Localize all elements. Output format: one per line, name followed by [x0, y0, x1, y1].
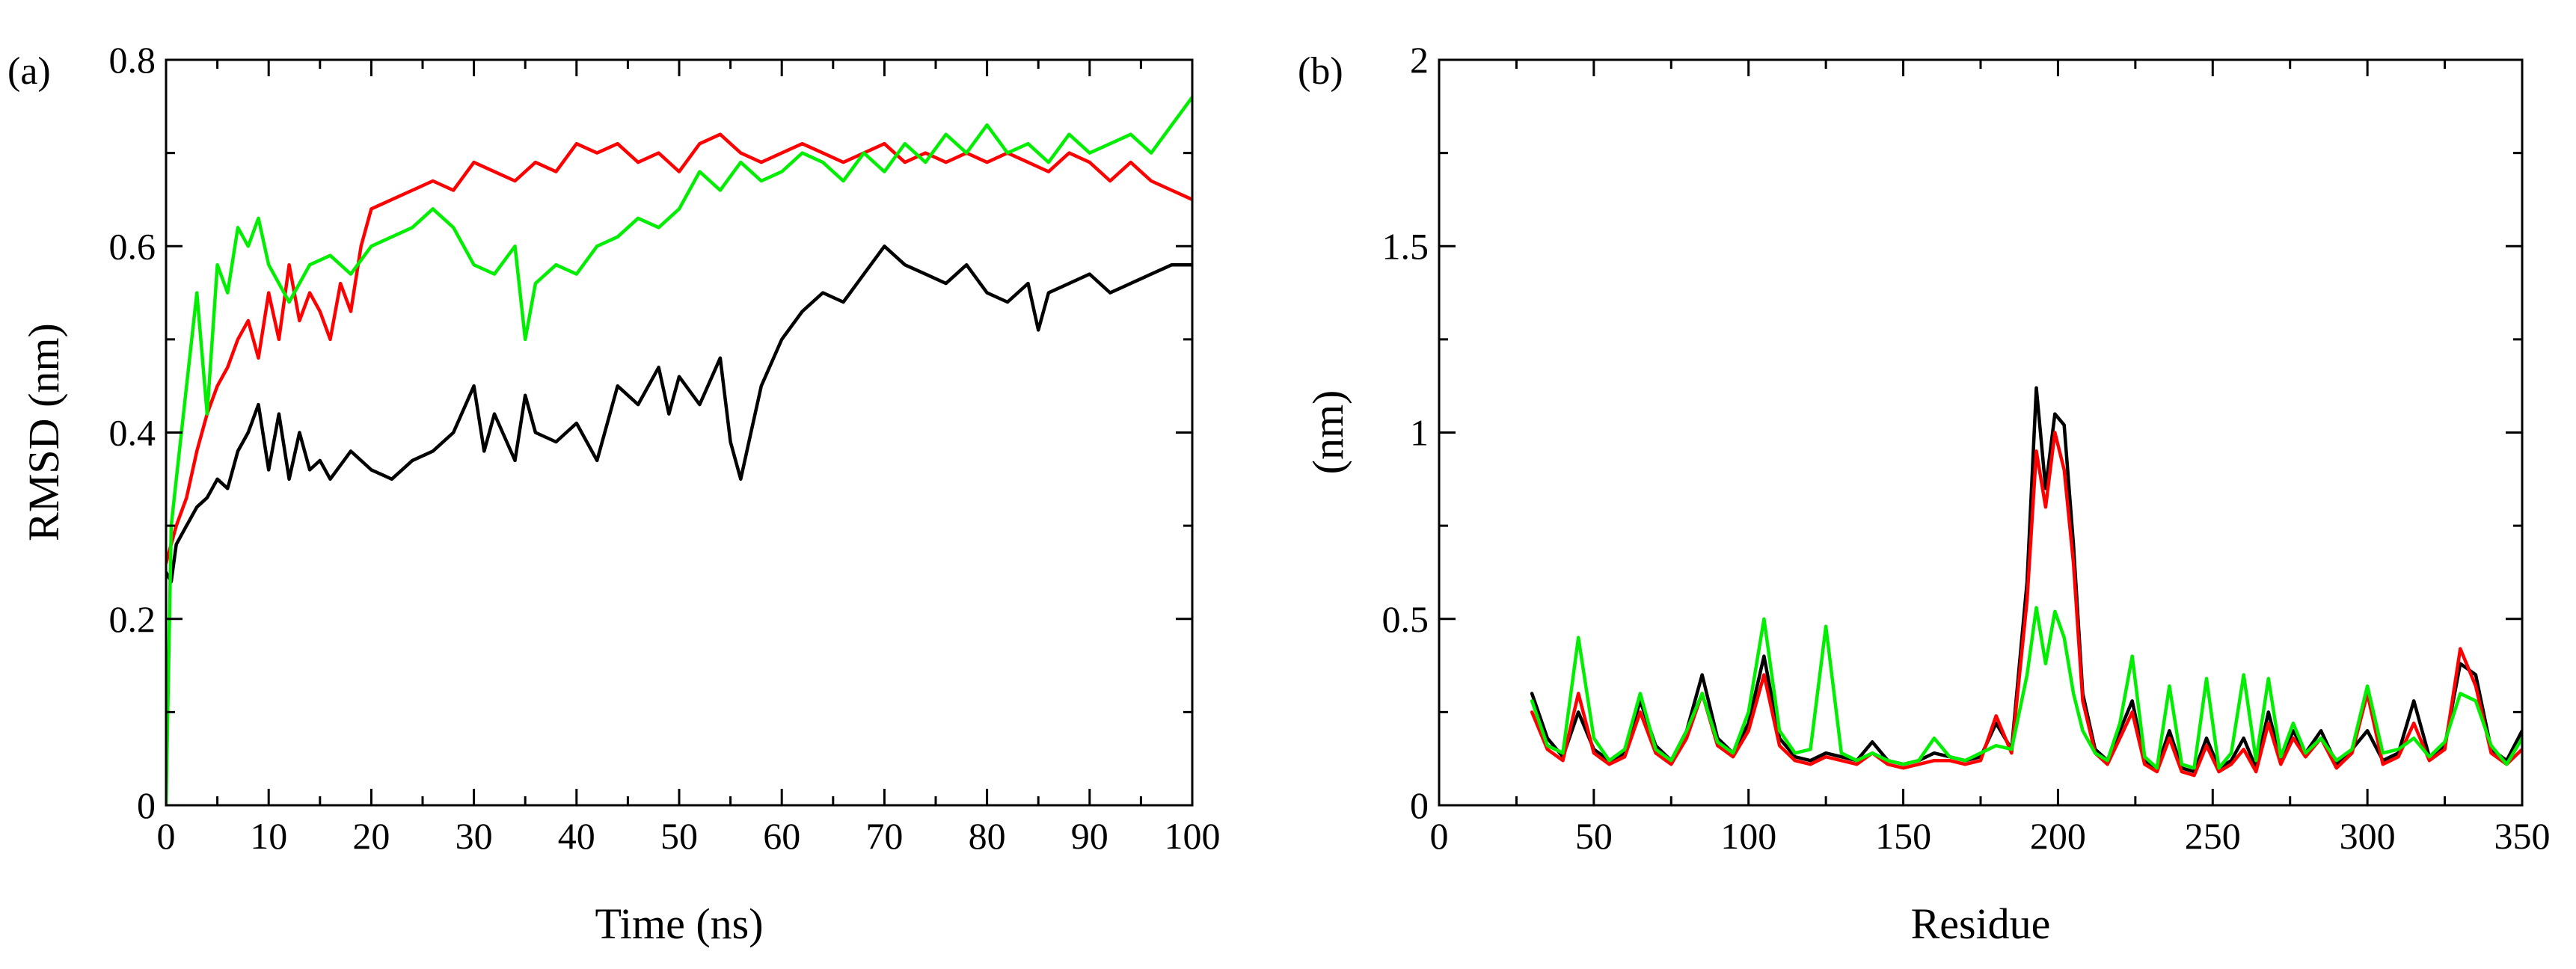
y-tick-label-b: 0.5: [1382, 598, 1429, 640]
series-black-line-a: [166, 244, 1192, 584]
x-tick-label-a: 30: [456, 815, 493, 857]
y-tick-label-b: 1: [1410, 412, 1429, 454]
x-tick-label-a: 50: [660, 815, 698, 857]
x-tick-label-b: 150: [1875, 815, 1931, 857]
plot-area-b: [1530, 386, 2522, 778]
x-tick-label-b: 50: [1575, 815, 1613, 857]
x-axis-label-a: Time (ns): [595, 899, 763, 948]
x-tick-label-a: 10: [250, 815, 287, 857]
series-green-line-b: [1530, 606, 2522, 770]
plot-area-a: [166, 95, 1192, 805]
y-axis-label-b: (nm): [1304, 390, 1352, 475]
y-tick-label-b: 2: [1410, 39, 1429, 81]
x-tick-label-b: 0: [1430, 815, 1449, 857]
x-tick-label-a: 0: [157, 815, 176, 857]
y-tick-label-b: 0: [1410, 784, 1429, 826]
y-tick-label-a: 0.4: [109, 412, 156, 454]
chart-panel-a: (a) 0 10 20 30 40 50 60 70 80 90 10000.20.40.60.8 …: [7, 39, 1221, 948]
y-tick-label-b: 1.5: [1382, 225, 1429, 267]
x-tick-label-a: 90: [1071, 815, 1108, 857]
ticks-a: 0 10 20 30 40 50 60 70 80 90 100 0 0.2 0.4 0.6 0.8: [109, 39, 1221, 857]
x-tick-label-b: 200: [2030, 815, 2086, 857]
panel-label-b: (b): [1298, 50, 1343, 93]
x-tick-label-b: 250: [2185, 815, 2241, 857]
x-tick-label-a: 80: [969, 815, 1006, 857]
y-tick-label-a: 0.2: [109, 598, 156, 640]
panel-label-a: (a): [7, 50, 51, 93]
series-black-line-b: [1530, 386, 2522, 774]
y-tick-label-a: 0: [137, 784, 156, 826]
x-tick-label-a: 100: [1165, 815, 1221, 857]
x-tick-label-b: 100: [1720, 815, 1776, 857]
ticks-b: 0 50 100 150 200 250 300 350 0 0.5 1 1.5 2: [1382, 39, 2551, 857]
x-tick-label-a: 40: [558, 815, 595, 857]
y-tick-label-a: 0.8: [109, 39, 156, 81]
x-tick-label-b: 350: [2494, 815, 2551, 857]
chart-panel-b: (b) 0 50 100 150 200 250 300 350 0 0.5 1 1.5 2 Resid…: [1298, 39, 2551, 948]
x-tick-label-b: 300: [2340, 815, 2396, 857]
x-tick-label-a: 70: [865, 815, 903, 857]
plot-frame-b: [1438, 58, 2524, 807]
series-green-line-a: [166, 95, 1192, 805]
series-red-line-a: [166, 132, 1192, 565]
series-red-line-b: [1530, 431, 2522, 778]
y-axis-label-a: RMSD (nm): [19, 323, 68, 541]
x-axis-label-b: Residue: [1911, 899, 2051, 948]
x-tick-label-a: 20: [352, 815, 390, 857]
x-tick-label-a: 60: [763, 815, 800, 857]
y-tick-label-a: 0.6: [109, 225, 156, 267]
